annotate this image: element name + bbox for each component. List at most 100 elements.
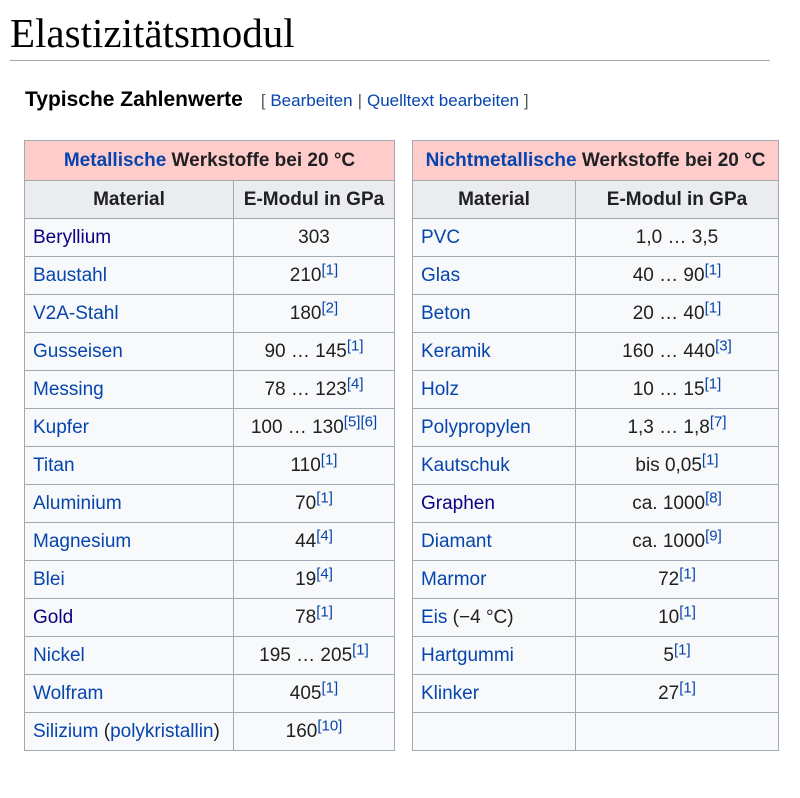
table-row: V2A-Stahl 180[2] — [24, 294, 395, 333]
e-modul-value: 303 — [298, 226, 330, 248]
bracket-open: [ — [260, 91, 266, 110]
reference-link[interactable]: [4] — [346, 374, 364, 392]
edit-link[interactable]: Bearbeiten — [270, 91, 353, 110]
reference-link[interactable]: [1] — [704, 374, 722, 392]
reference-link[interactable]: [1] — [316, 488, 333, 506]
reference-link[interactable]: [8] — [705, 488, 722, 506]
material-link[interactable]: Glas — [421, 264, 461, 286]
reference-link[interactable]: [1] — [346, 336, 364, 354]
reference-link[interactable]: [4] — [316, 564, 333, 582]
material-link[interactable]: Beton — [421, 302, 471, 324]
material-link[interactable]: Kautschuk — [421, 454, 510, 476]
material-link[interactable]: Graphen — [421, 492, 495, 514]
e-modul-cell: 100 … 130[5][6] — [233, 408, 395, 447]
e-modul-cell: 210[1] — [233, 256, 395, 295]
reference-sup: [9] — [705, 527, 722, 544]
edit-source-link[interactable]: Quelltext bearbeiten — [366, 91, 520, 110]
reference-sup: [1] — [705, 299, 722, 316]
material-link[interactable]: Keramik — [421, 340, 491, 362]
reference-link[interactable]: [1] — [352, 640, 369, 658]
material-cell — [412, 712, 576, 751]
reference-link[interactable]: [2] — [321, 298, 339, 316]
e-modul-cell: ca. 1000[9] — [575, 522, 779, 561]
table-row: Diamant ca. 1000[9] — [412, 522, 779, 561]
reference-link[interactable]: [1] — [704, 298, 722, 316]
reference-link[interactable]: [1] — [679, 678, 696, 696]
e-modul-value: bis 0,05 — [635, 454, 702, 476]
reference-link[interactable]: [1] — [321, 678, 339, 696]
e-modul-value: 1,0 … 3,5 — [635, 226, 719, 248]
reference-link[interactable]: [1] — [320, 450, 338, 468]
material-link[interactable]: Gusseisen — [33, 340, 123, 362]
material-link[interactable]: Eis — [421, 606, 448, 628]
reference-link[interactable]: [5] — [343, 412, 361, 430]
material-link[interactable]: Klinker — [421, 682, 480, 704]
e-modul-cell: 44[4] — [233, 522, 395, 561]
material-cell: Messing — [24, 370, 234, 409]
material-link[interactable]: Titan — [33, 454, 75, 476]
e-modul-cell: 20 … 40[1] — [575, 294, 779, 333]
material-link[interactable]: Kupfer — [33, 416, 89, 438]
material-link[interactable]: Magnesium — [33, 530, 132, 552]
material-note-close: ) — [213, 720, 220, 742]
e-modul-value: 78 — [295, 606, 317, 628]
reference-link[interactable]: [1] — [321, 260, 339, 278]
e-modul-cell: 90 … 145[1] — [233, 332, 395, 371]
material-link[interactable]: Silizium — [33, 720, 99, 742]
table-row: Beryllium 303 — [24, 218, 395, 257]
material-link[interactable]: Marmor — [421, 568, 487, 590]
e-modul-cell: 405[1] — [233, 674, 395, 713]
material-link[interactable]: Aluminium — [33, 492, 122, 514]
caption-link-nichtmetallische[interactable]: Nichtmetallische — [425, 149, 577, 171]
material-cell: Wolfram — [24, 674, 234, 713]
material-link[interactable]: Wolfram — [33, 682, 104, 704]
material-link[interactable]: Blei — [33, 568, 65, 590]
reference-link[interactable]: [9] — [705, 526, 722, 544]
material-link[interactable]: Diamant — [421, 530, 492, 552]
reference-link[interactable]: [7] — [709, 412, 727, 430]
e-modul-value: 19 — [295, 568, 317, 590]
e-modul-cell: 72[1] — [575, 560, 779, 599]
table-row: Blei 19[4] — [24, 560, 395, 599]
material-link[interactable]: Messing — [33, 378, 104, 400]
reference-link[interactable]: [6] — [360, 412, 378, 430]
material-link[interactable]: Polypropylen — [421, 416, 531, 438]
reference-link[interactable]: [10] — [317, 716, 343, 734]
e-modul-value: 72 — [658, 568, 680, 590]
reference-sup: [1] — [674, 641, 691, 658]
material-cell: Hartgummi — [412, 636, 576, 675]
table-row: Wolfram 405[1] — [24, 674, 395, 713]
material-cell: Beton — [412, 294, 576, 333]
reference-link[interactable]: [4] — [316, 526, 333, 544]
column-header-material: Material — [24, 180, 234, 219]
e-modul-cell: 19[4] — [233, 560, 395, 599]
material-link-secondary[interactable]: polykristallin — [110, 720, 214, 742]
e-modul-value: 40 … 90 — [632, 264, 705, 286]
material-link[interactable]: Holz — [421, 378, 460, 400]
material-link[interactable]: Beryllium — [33, 226, 112, 248]
reference-link[interactable]: [1] — [704, 260, 722, 278]
material-link[interactable]: PVC — [421, 226, 461, 248]
material-link[interactable]: Nickel — [33, 644, 85, 666]
material-link[interactable]: Baustahl — [33, 264, 107, 286]
nonmetals-table: Nichtmetallische Werkstoffe bei 20 °C Ma… — [412, 140, 779, 751]
material-link[interactable]: Gold — [33, 606, 74, 628]
material-cell: Gusseisen — [24, 332, 234, 371]
e-modul-cell: 303 — [233, 218, 395, 257]
reference-link[interactable]: [1] — [679, 602, 696, 620]
reference-link[interactable]: [1] — [316, 602, 333, 620]
reference-link[interactable]: [1] — [701, 450, 719, 468]
table-row: Beton 20 … 40[1] — [412, 294, 779, 333]
e-modul-cell: 180[2] — [233, 294, 395, 333]
material-link[interactable]: Hartgummi — [421, 644, 514, 666]
e-modul-cell: 195 … 205[1] — [233, 636, 395, 675]
reference-link[interactable]: [3] — [715, 336, 732, 354]
table-row: Marmor 72[1] — [412, 560, 779, 599]
table-row: Hartgummi 5[1] — [412, 636, 779, 675]
reference-sup: [4] — [316, 565, 333, 582]
caption-link-metallische[interactable]: Metallische — [63, 149, 167, 171]
reference-sup: [1] — [347, 337, 364, 354]
reference-link[interactable]: [1] — [679, 564, 696, 582]
reference-link[interactable]: [1] — [673, 640, 691, 658]
material-link[interactable]: V2A-Stahl — [33, 302, 119, 324]
